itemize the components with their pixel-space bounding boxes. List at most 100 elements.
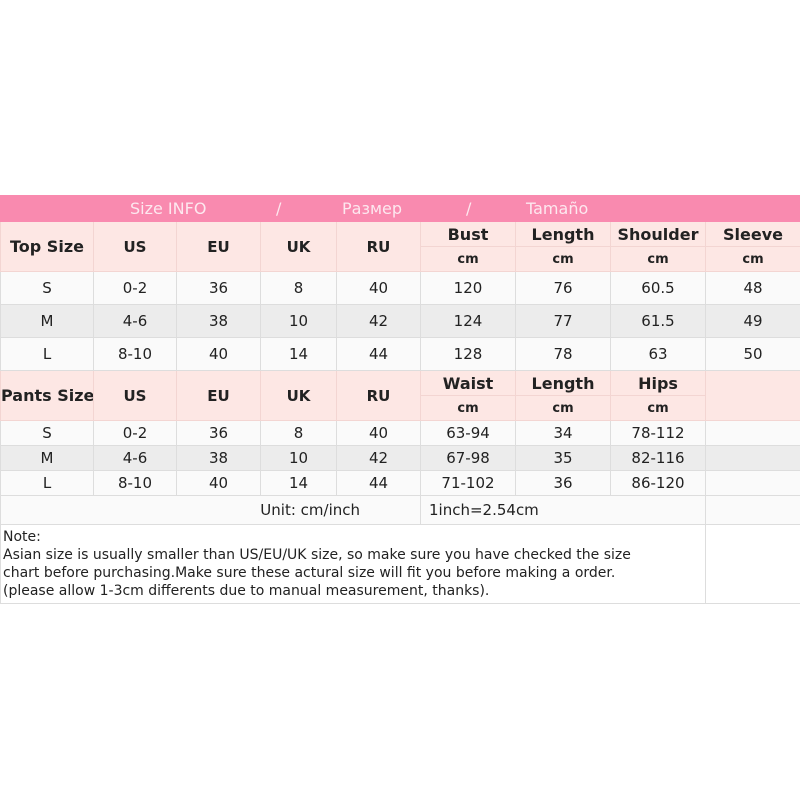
title-sep: / [276,199,282,218]
size-cell: 36 [515,470,611,496]
pants-size-row: S 0-2 36 8 40 63-94 34 78-112 [0,420,800,446]
note-label: Note: [3,529,41,545]
size-cell: 128 [420,337,516,371]
size-cell: 60.5 [610,271,706,305]
size-cell: 124 [420,304,516,338]
title-cell: Size INFO / Размер / Tamaño [0,195,706,222]
size-cell: 40 [176,470,261,496]
header-ru: RU [336,370,421,421]
size-cell: 10 [260,445,337,471]
size-cell: 86-120 [610,470,706,496]
size-cell: 0-2 [93,420,177,446]
title-sep: / [466,199,472,218]
size-cell: 44 [336,337,421,371]
header-eu: EU [176,370,261,421]
pants-size-row: L 8-10 40 14 44 71-102 36 86-120 [0,470,800,496]
header-ru: RU [336,221,421,272]
size-cell: 78 [515,337,611,371]
size-cell: 8-10 [93,470,177,496]
pants-size-row: M 4-6 38 10 42 67-98 35 82-116 [0,445,800,471]
header-uk: UK [260,221,337,272]
unit-cell: cm [515,246,611,272]
unit-cell: cm [610,246,706,272]
size-chart-table: Size INFO / Размер / Tamaño Top Size US EU U… [0,195,800,604]
note-row: Note: Asian size is usually smaller than … [0,524,800,604]
top-unit-row: cm cm cm cm [1,246,800,272]
header-waist: Waist [420,370,516,396]
unit-cell: cm [705,246,800,272]
size-cell: 14 [260,337,337,371]
size-cell: M [0,304,94,338]
size-cell: 77 [515,304,611,338]
header-bust: Bust [420,221,516,247]
size-cell: 78-112 [610,420,706,446]
conversion-text: 1inch=2.54cm [420,495,706,525]
size-cell: 40 [336,420,421,446]
size-cell: 71-102 [420,470,516,496]
header-us: US [93,370,177,421]
size-cell: 8-10 [93,337,177,371]
header-sleeve: Sleeve [705,221,800,247]
top-size-label: Top Size [0,221,94,272]
size-cell: 36 [176,271,261,305]
size-cell: 38 [176,304,261,338]
header-shoulder: Shoulder [610,221,706,247]
size-cell: 0-2 [93,271,177,305]
header-eu: EU [176,221,261,272]
size-cell: 10 [260,304,337,338]
size-cell: 63 [610,337,706,371]
size-cell: 42 [336,304,421,338]
size-cell: 40 [336,271,421,305]
header-hips: Hips [610,370,706,396]
size-cell: 8 [260,420,337,446]
size-cell: 40 [176,337,261,371]
size-cell: 82-116 [610,445,706,471]
unit-cell: cm [515,395,611,421]
note-cell: Note: Asian size is usually smaller than … [0,524,706,604]
unit-row: Unit: cm/inch 1inch=2.54cm [0,495,800,525]
size-cell: L [0,337,94,371]
size-cell: 8 [260,271,337,305]
pants-unit-row: cm cm cm [1,395,800,421]
size-cell: 63-94 [420,420,516,446]
size-cell: 120 [420,271,516,305]
size-cell: 38 [176,445,261,471]
unit-cell: cm [420,246,516,272]
title-en: Size INFO [130,199,207,218]
size-cell: 4-6 [93,304,177,338]
size-cell: 34 [515,420,611,446]
size-cell: 67-98 [420,445,516,471]
header-length: Length [515,370,611,396]
size-cell: L [0,470,94,496]
top-header-row: Top Size US EU UK RU Bust Length Shoulde… [0,221,800,272]
size-cell: S [0,420,94,446]
size-cell: 4-6 [93,445,177,471]
pants-header-row: Pants Size US EU UK RU Waist Length Hips [0,370,800,421]
size-cell: 76 [515,271,611,305]
unit-text: Unit: cm/inch [0,495,421,525]
unit-cell: cm [610,395,706,421]
title-es: Tamaño [526,199,589,218]
note-text: Asian size is usually smaller than US/EU… [3,547,631,599]
pants-size-label: Pants Size [0,370,94,421]
size-cell: 48 [705,271,800,305]
size-cell: 50 [705,337,800,371]
unit-cell: cm [420,395,516,421]
size-cell: 36 [176,420,261,446]
top-size-row: S 0-2 36 8 40 120 76 60.5 48 [0,271,800,305]
header-length: Length [515,221,611,247]
header-uk: UK [260,370,337,421]
size-cell: 42 [336,445,421,471]
size-cell: 44 [336,470,421,496]
top-size-row: M 4-6 38 10 42 124 77 61.5 49 [0,304,800,338]
size-cell: 49 [705,304,800,338]
size-cell: M [0,445,94,471]
title-row: Size INFO / Размер / Tamaño [0,195,800,222]
top-size-row: L 8-10 40 14 44 128 78 63 50 [0,337,800,371]
size-cell: S [0,271,94,305]
title-ru: Размер [342,199,403,218]
size-cell: 35 [515,445,611,471]
size-cell: 14 [260,470,337,496]
size-cell: 61.5 [610,304,706,338]
header-us: US [93,221,177,272]
